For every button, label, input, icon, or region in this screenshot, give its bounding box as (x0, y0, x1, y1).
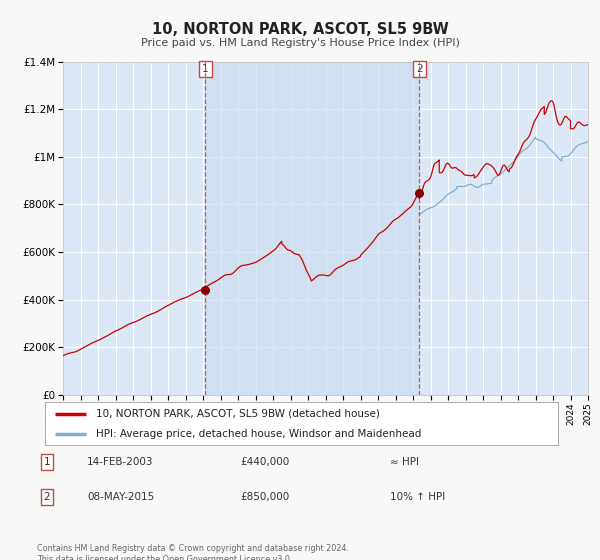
Text: 10, NORTON PARK, ASCOT, SL5 9BW: 10, NORTON PARK, ASCOT, SL5 9BW (152, 22, 448, 38)
Text: £440,000: £440,000 (240, 457, 289, 467)
Bar (205, 62, 419, 395)
Point (415, 188, 424, 197)
Text: ≈ HPI: ≈ HPI (390, 457, 419, 467)
Text: 1: 1 (43, 457, 50, 467)
Text: 1: 1 (202, 64, 208, 74)
Text: Contains HM Land Registry data © Crown copyright and database right 2024.
This d: Contains HM Land Registry data © Crown c… (37, 544, 349, 560)
Text: 08-MAY-2015: 08-MAY-2015 (87, 492, 154, 502)
Text: 14-FEB-2003: 14-FEB-2003 (87, 457, 154, 467)
Text: £850,000: £850,000 (240, 492, 289, 502)
Text: HPI: Average price, detached house, Windsor and Maidenhead: HPI: Average price, detached house, Wind… (97, 428, 422, 438)
Text: Price paid vs. HM Land Registry's House Price Index (HPI): Price paid vs. HM Land Registry's House … (140, 38, 460, 48)
Point (200, 286, 210, 295)
Text: 10, NORTON PARK, ASCOT, SL5 9BW (detached house): 10, NORTON PARK, ASCOT, SL5 9BW (detache… (97, 409, 380, 419)
Text: 2: 2 (43, 492, 50, 502)
Text: 2: 2 (416, 64, 422, 74)
Text: 10% ↑ HPI: 10% ↑ HPI (390, 492, 445, 502)
